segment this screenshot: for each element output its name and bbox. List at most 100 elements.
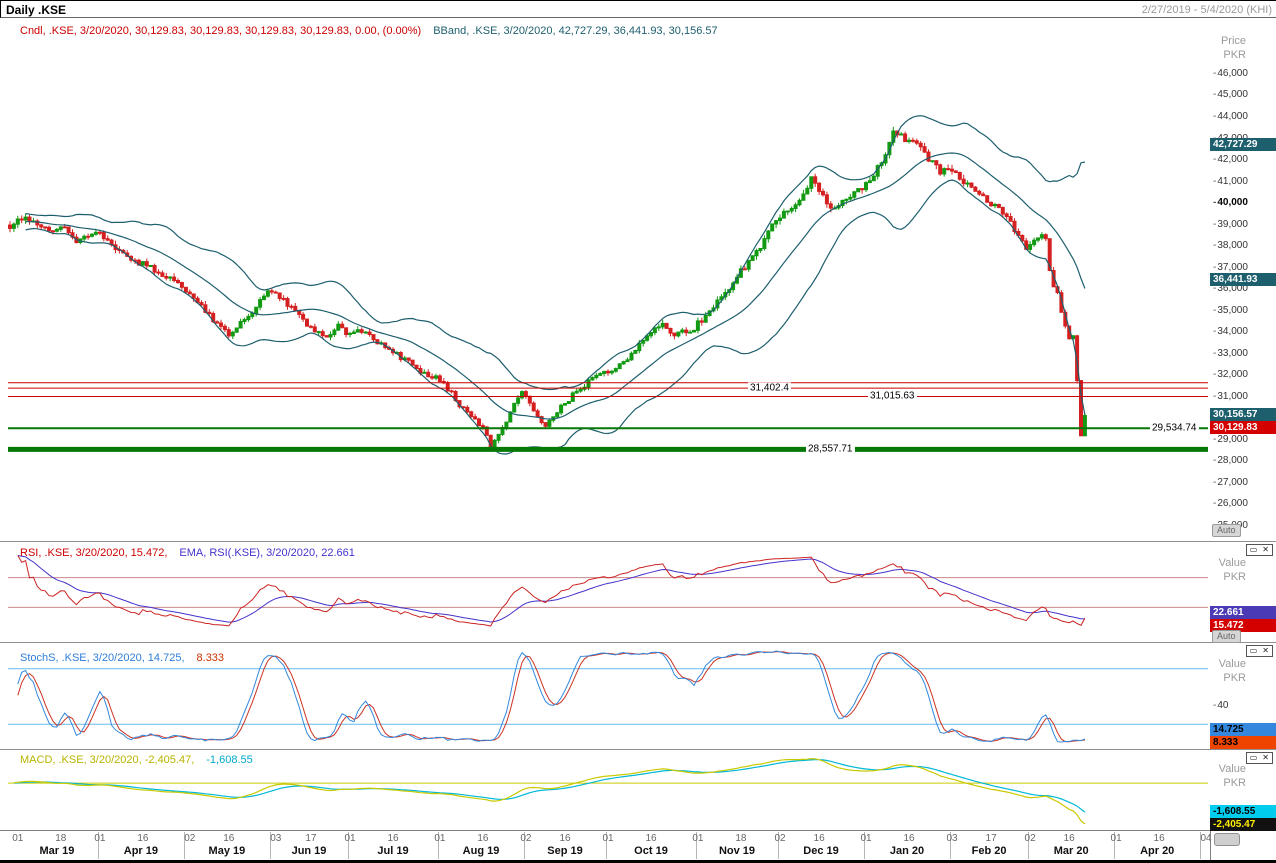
stoch-legend-item-0: StochS, .KSE, 3/20/2020, 14.725,: [20, 652, 185, 664]
value-badge: 15.472: [1210, 619, 1276, 633]
macd-window-controls: ▭ ✕: [1245, 752, 1273, 764]
month-separator: [950, 832, 951, 859]
rsi-legend-item-1: EMA, RSI(.KSE), 3/20/2020, 22.661: [179, 547, 355, 559]
month-label: Sep 19: [547, 845, 583, 857]
rsi-axis[interactable]: Value PKR 22.661 15.472 Auto: [1210, 542, 1276, 643]
day-label: 18: [55, 833, 67, 844]
day-label: 02: [184, 833, 196, 844]
day-label: 02: [1024, 833, 1036, 844]
day-label: 16: [1063, 833, 1075, 844]
price-axis[interactable]: PricePKR-46,000-45,000-44,000-43,000-42,…: [1210, 18, 1276, 541]
axis-corner-button[interactable]: [1214, 833, 1240, 846]
value-badge: 30,129.83: [1210, 421, 1276, 435]
axis-tick: -39,000: [1213, 218, 1248, 230]
month-separator: [269, 832, 271, 859]
month-separator: [1114, 832, 1116, 859]
macd-restore-icon[interactable]: ▭: [1249, 753, 1258, 762]
candles-down-layer: [8, 130, 1083, 448]
axis-tick: -29,000: [1213, 433, 1248, 445]
month-separator: [97, 832, 99, 859]
axis-tick: -36,000: [1213, 283, 1248, 295]
axis-unit-label: Price PKR: [1220, 35, 1246, 61]
day-label: 16: [813, 833, 825, 844]
price-panel[interactable]: Cndl, .KSE, 3/20/2020, 30,129.83, 30,129…: [0, 18, 1276, 541]
stoch-legend[interactable]: StochS, .KSE, 3/20/2020, 14.725, 8.333: [20, 652, 236, 664]
level-label: 29,534.74: [1150, 422, 1199, 434]
panel-main-plot-area[interactable]: [0, 18, 1210, 541]
rsi-window-controls: ▭ ✕: [1245, 544, 1273, 556]
stoch-legend-item-1: 8.333: [196, 652, 225, 664]
day-label: 01: [94, 833, 106, 844]
day-label: 04: [1200, 833, 1212, 844]
axis-tick: -35,000: [1213, 304, 1248, 316]
value-badge: -1,608.55: [1210, 804, 1276, 818]
month-label: Feb 20: [971, 845, 1007, 857]
value-badge: 8.333: [1210, 735, 1276, 749]
stochastics-panel[interactable]: StochS, .KSE, 3/20/2020, 14.725, 8.333 ▭ ✕ V…: [0, 642, 1276, 749]
value-badge: 42,727.29: [1210, 137, 1276, 151]
day-label: 16: [477, 833, 489, 844]
day-label: 18: [735, 833, 747, 844]
stoch-close-icon[interactable]: ✕: [1262, 646, 1269, 655]
month-separator: [183, 832, 185, 859]
price-legend[interactable]: Cndl, .KSE, 3/20/2020, 30,129.83, 30,129…: [20, 25, 730, 37]
month-separator: [695, 832, 697, 859]
axis-tick: -40: [1213, 699, 1229, 711]
day-label: 01: [344, 833, 356, 844]
macd-legend[interactable]: MACD, .KSE, 3/20/2020, -2,405.47, -1,608.…: [20, 754, 265, 766]
axis-tick: -45,000: [1213, 89, 1248, 101]
axis-tick: -28,000: [1213, 455, 1248, 467]
price-axis-auto-button[interactable]: Auto: [1212, 524, 1241, 537]
axis-unit-label: Value PKR: [1218, 763, 1246, 789]
stoch-window-controls: ▭ ✕: [1245, 645, 1273, 657]
bollinger-band-lines: [25, 115, 1086, 455]
stoch-axis[interactable]: Value PKR -40 14.725 8.333: [1210, 643, 1276, 749]
rsi-ema-line: [17, 554, 1085, 623]
date-axis[interactable]: Mar 19 Apr 19 May 19 Jun 19 Jul 19 Aug 19 Sep …: [0, 830, 1276, 863]
macd-axis[interactable]: Value PKR -1,608.55 -2,405.47: [1210, 750, 1276, 831]
stoch-ref-lines: [8, 668, 1208, 725]
bollinger-upper-line: [25, 115, 1086, 391]
rsi-restore-icon[interactable]: ▭: [1249, 545, 1258, 554]
chart-title: Daily .KSE: [6, 3, 67, 17]
day-label: 03: [270, 833, 282, 844]
rsi-panel[interactable]: RSI, .KSE, 3/20/2020, 15.472, EMA, RSI(.K…: [0, 541, 1276, 643]
panel-rsi-plot-area[interactable]: [0, 542, 1210, 643]
macd-panel[interactable]: MACD, .KSE, 3/20/2020, -2,405.47, -1,608.…: [0, 749, 1276, 831]
day-label: 16: [1153, 833, 1165, 844]
month-separator: [438, 832, 439, 859]
rsi-axis-auto-button[interactable]: Auto: [1212, 630, 1241, 643]
month-label: Apr 19: [123, 845, 159, 857]
value-badge: 30,156.57: [1210, 408, 1276, 422]
stoch-restore-icon[interactable]: ▭: [1249, 646, 1258, 655]
axis-tick: -42,000: [1213, 154, 1248, 166]
macd-close-icon[interactable]: ✕: [1262, 753, 1269, 762]
day-label: 16: [645, 833, 657, 844]
value-badge: 36,441.93: [1210, 273, 1276, 287]
rsi-close-icon[interactable]: ✕: [1262, 545, 1269, 554]
panel-macd-plot-area[interactable]: [0, 750, 1210, 831]
axis-tick: -34,000: [1213, 326, 1248, 338]
level-label: 31,402.4: [748, 382, 791, 394]
rsi-legend[interactable]: RSI, .KSE, 3/20/2020, 15.472, EMA, RSI(.K…: [20, 547, 367, 559]
value-badge: 14.725: [1210, 722, 1276, 736]
month-label: Nov 19: [718, 845, 756, 857]
axis-unit-label: Value PKR: [1218, 557, 1246, 583]
day-label: 03: [946, 833, 958, 844]
macd-legend-item-0: MACD, .KSE, 3/20/2020, -2,405.47,: [20, 754, 195, 766]
axis-tick: -40,000: [1213, 197, 1248, 209]
bollinger-middle-line: [25, 152, 1086, 420]
month-separator: [606, 832, 607, 859]
day-label: 01: [602, 833, 614, 844]
month-label: Mar 19: [39, 845, 75, 857]
day-label: 16: [387, 833, 399, 844]
window-bottom-edge: [0, 860, 1276, 863]
macd-signal-line: [13, 759, 1086, 813]
value-badge: 22.661: [1210, 606, 1276, 620]
panel-stoch-plot-area[interactable]: [0, 643, 1210, 750]
day-label: 16: [903, 833, 915, 844]
month-separator: [348, 832, 350, 859]
day-label: 01: [692, 833, 704, 844]
axis-tick: -37,000: [1213, 261, 1248, 273]
